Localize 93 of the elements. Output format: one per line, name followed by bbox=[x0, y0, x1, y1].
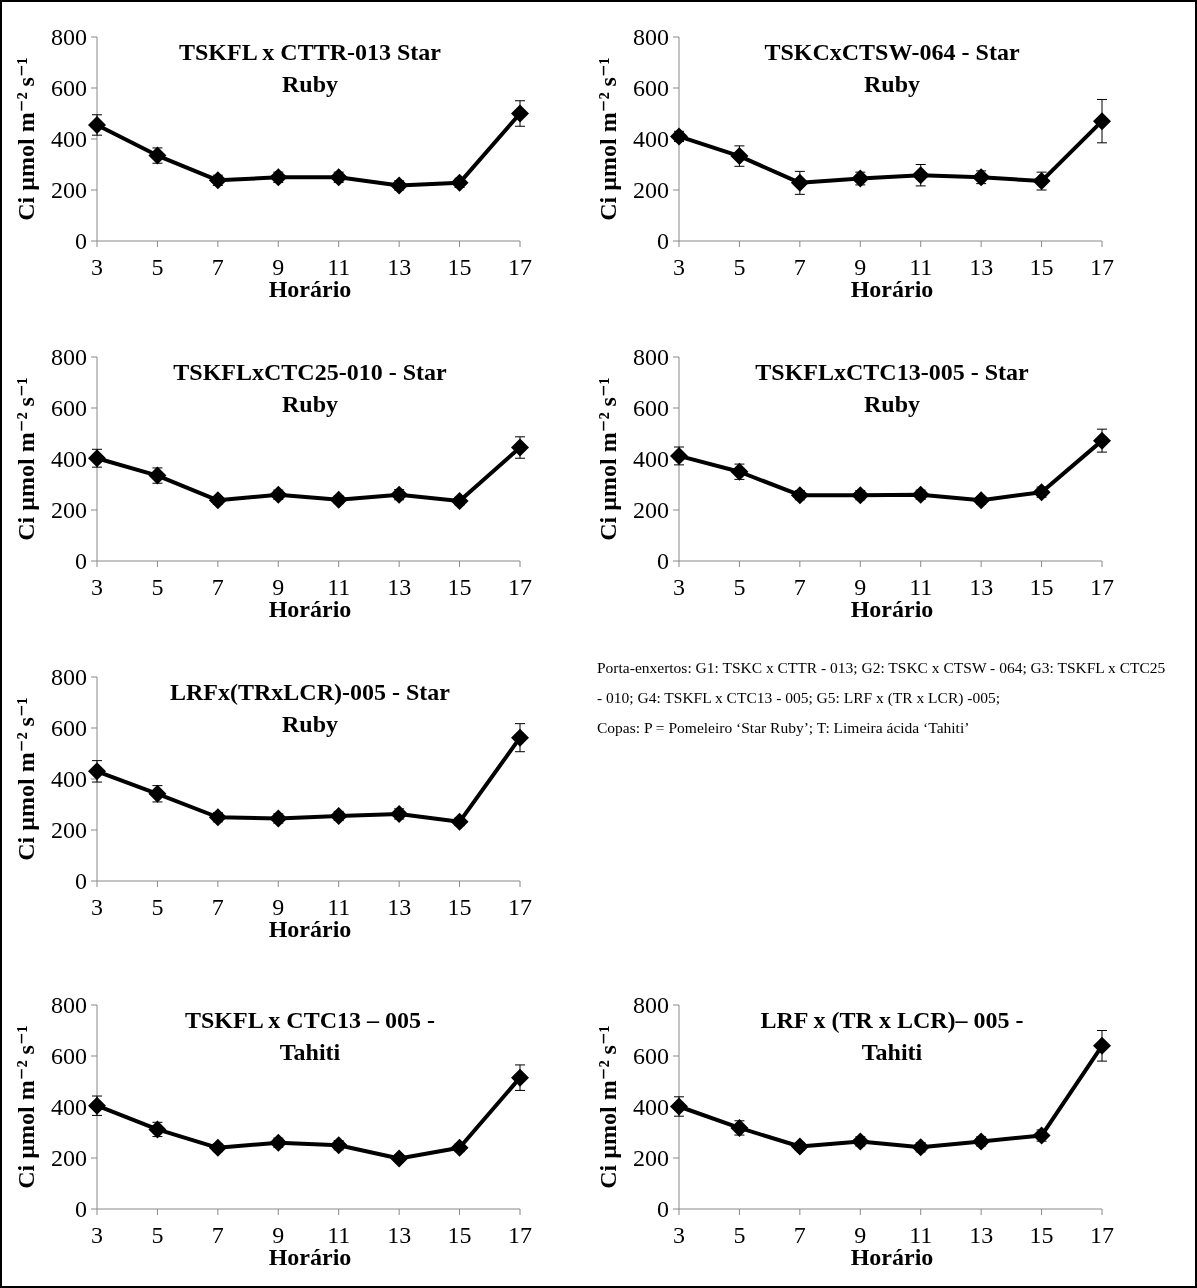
x-tick-label: 3 bbox=[673, 254, 685, 280]
y-tick-label: 600 bbox=[51, 395, 87, 422]
x-tick-label: 7 bbox=[793, 1222, 806, 1248]
y-axis-title: Ci µmol m⁻² s⁻¹ bbox=[595, 377, 621, 541]
y-tick-label: 800 bbox=[51, 992, 87, 1019]
x-tick-label: 7 bbox=[211, 574, 224, 600]
x-tick-label: 5 bbox=[733, 1222, 746, 1248]
y-axis-title: Ci µmol m⁻² s⁻¹ bbox=[595, 57, 621, 221]
y-tick-label: 400 bbox=[51, 1094, 87, 1121]
x-tick-label: 5 bbox=[151, 894, 164, 920]
x-tick-label: 13 bbox=[387, 254, 412, 280]
y-tick-label: 0 bbox=[657, 1196, 669, 1223]
y-tick-label: 800 bbox=[633, 24, 669, 51]
y-tick-label: 800 bbox=[51, 24, 87, 51]
x-tick-label: 5 bbox=[151, 254, 164, 280]
text: Copas: P = Pomeleiro ‘Star Ruby’; T: Limeira ácida ‘Tahiti’ bbox=[597, 718, 971, 738]
x-tick-label: 5 bbox=[151, 574, 164, 600]
y-tick-label: 400 bbox=[51, 446, 87, 473]
y-tick-label: 0 bbox=[75, 1196, 87, 1223]
y-tick-label: 800 bbox=[633, 344, 669, 371]
y-tick-label: 400 bbox=[633, 1094, 669, 1121]
x-tick-label: 7 bbox=[793, 574, 806, 600]
y-tick-label: 800 bbox=[51, 664, 87, 691]
x-tick-label: 13 bbox=[387, 894, 412, 920]
x-tick-label: 15 bbox=[447, 254, 472, 280]
y-tick-label: 600 bbox=[633, 395, 669, 422]
y-tick-label: 600 bbox=[633, 75, 669, 102]
y-tick-label: 200 bbox=[51, 497, 87, 524]
y-tick-label: 800 bbox=[51, 344, 87, 371]
x-tick-label: 13 bbox=[969, 254, 994, 280]
x-tick-label: 5 bbox=[733, 574, 746, 600]
text: LRF x (TR x LCR)– 005 - Tahiti bbox=[760, 1007, 1024, 1065]
x-tick-label: 7 bbox=[211, 1222, 224, 1248]
y-tick-label: 400 bbox=[633, 446, 669, 473]
y-tick-label: 200 bbox=[51, 817, 87, 844]
y-axis-title: Ci µmol m⁻² s⁻¹ bbox=[595, 1025, 621, 1189]
y-tick-label: 0 bbox=[657, 548, 669, 575]
y-axis-title: Ci µmol m⁻² s⁻¹ bbox=[13, 377, 39, 541]
text: TSKFLxCTC25-010 - Star Ruby bbox=[173, 359, 448, 417]
y-tick-label: 600 bbox=[51, 75, 87, 102]
y-axis-title: Ci µmol m⁻² s⁻¹ bbox=[13, 1025, 39, 1189]
x-tick-label: 3 bbox=[91, 1222, 103, 1248]
x-tick-label: 15 bbox=[1029, 254, 1054, 280]
x-tick-label: 7 bbox=[793, 254, 806, 280]
y-tick-label: 800 bbox=[633, 992, 669, 1019]
y-tick-label: 400 bbox=[51, 766, 87, 793]
y-tick-label: 600 bbox=[51, 1043, 87, 1070]
y-tick-label: 200 bbox=[633, 497, 669, 524]
text: LRFx(TRxLCR)-005 - Star Ruby bbox=[170, 679, 451, 737]
x-tick-label: 15 bbox=[1029, 574, 1054, 600]
y-tick-label: 0 bbox=[657, 228, 669, 255]
y-tick-label: 400 bbox=[633, 126, 669, 153]
x-tick-label: 3 bbox=[673, 574, 685, 600]
x-tick-label: 17 bbox=[1090, 1222, 1114, 1248]
x-tick-label: 17 bbox=[508, 574, 532, 600]
y-tick-label: 200 bbox=[51, 1145, 87, 1172]
x-tick-label: 3 bbox=[673, 1222, 685, 1248]
y-tick-label: 600 bbox=[51, 715, 87, 742]
y-tick-label: 0 bbox=[75, 868, 87, 895]
y-tick-label: 200 bbox=[51, 177, 87, 204]
y-tick-label: 200 bbox=[633, 1145, 669, 1172]
x-tick-label: 3 bbox=[91, 894, 103, 920]
x-tick-label: 15 bbox=[447, 574, 472, 600]
x-tick-label: 17 bbox=[1090, 574, 1114, 600]
x-tick-label: 13 bbox=[969, 574, 994, 600]
x-tick-label: 17 bbox=[508, 894, 532, 920]
text: TSKFL x CTC13 – 005 - Tahiti bbox=[184, 1007, 436, 1065]
x-tick-label: 13 bbox=[387, 1222, 412, 1248]
y-axis-title: Ci µmol m⁻² s⁻¹ bbox=[13, 57, 39, 221]
x-tick-label: 7 bbox=[211, 254, 224, 280]
x-tick-label: 13 bbox=[969, 1222, 994, 1248]
x-tick-label: 5 bbox=[733, 254, 746, 280]
y-tick-label: 0 bbox=[75, 548, 87, 575]
x-tick-label: 3 bbox=[91, 574, 103, 600]
y-tick-label: 400 bbox=[51, 126, 87, 153]
x-tick-label: 15 bbox=[447, 894, 472, 920]
x-tick-label: 13 bbox=[387, 574, 412, 600]
x-tick-label: 17 bbox=[508, 254, 532, 280]
y-tick-label: 0 bbox=[75, 228, 87, 255]
text: TSKCxCTSW-064 - Star Ruby bbox=[764, 39, 1020, 97]
x-tick-label: 3 bbox=[91, 254, 103, 280]
y-tick-label: 600 bbox=[633, 1043, 669, 1070]
x-tick-label: 15 bbox=[447, 1222, 472, 1248]
x-tick-label: 7 bbox=[211, 894, 224, 920]
text: Porta-enxertos: G1: TSKC x CTTR - 013; G2: TSKC x CTSW - 064; G3: TSKFL x CTC25 - 010; G4: TSKFL x CTC13 - 005; G5: LRF x (TR x LCR) -005; bbox=[597, 658, 1167, 708]
x-tick-label: 17 bbox=[508, 1222, 532, 1248]
x-tick-label: 5 bbox=[151, 1222, 164, 1248]
text: TSKFLxCTC13-005 - Star Ruby bbox=[755, 359, 1030, 417]
y-tick-label: 200 bbox=[633, 177, 669, 204]
x-tick-label: 15 bbox=[1029, 1222, 1054, 1248]
y-axis-title: Ci µmol m⁻² s⁻¹ bbox=[13, 697, 39, 861]
text: TSKFL x CTTR-013 Star Ruby bbox=[178, 39, 442, 97]
x-tick-label: 17 bbox=[1090, 254, 1114, 280]
